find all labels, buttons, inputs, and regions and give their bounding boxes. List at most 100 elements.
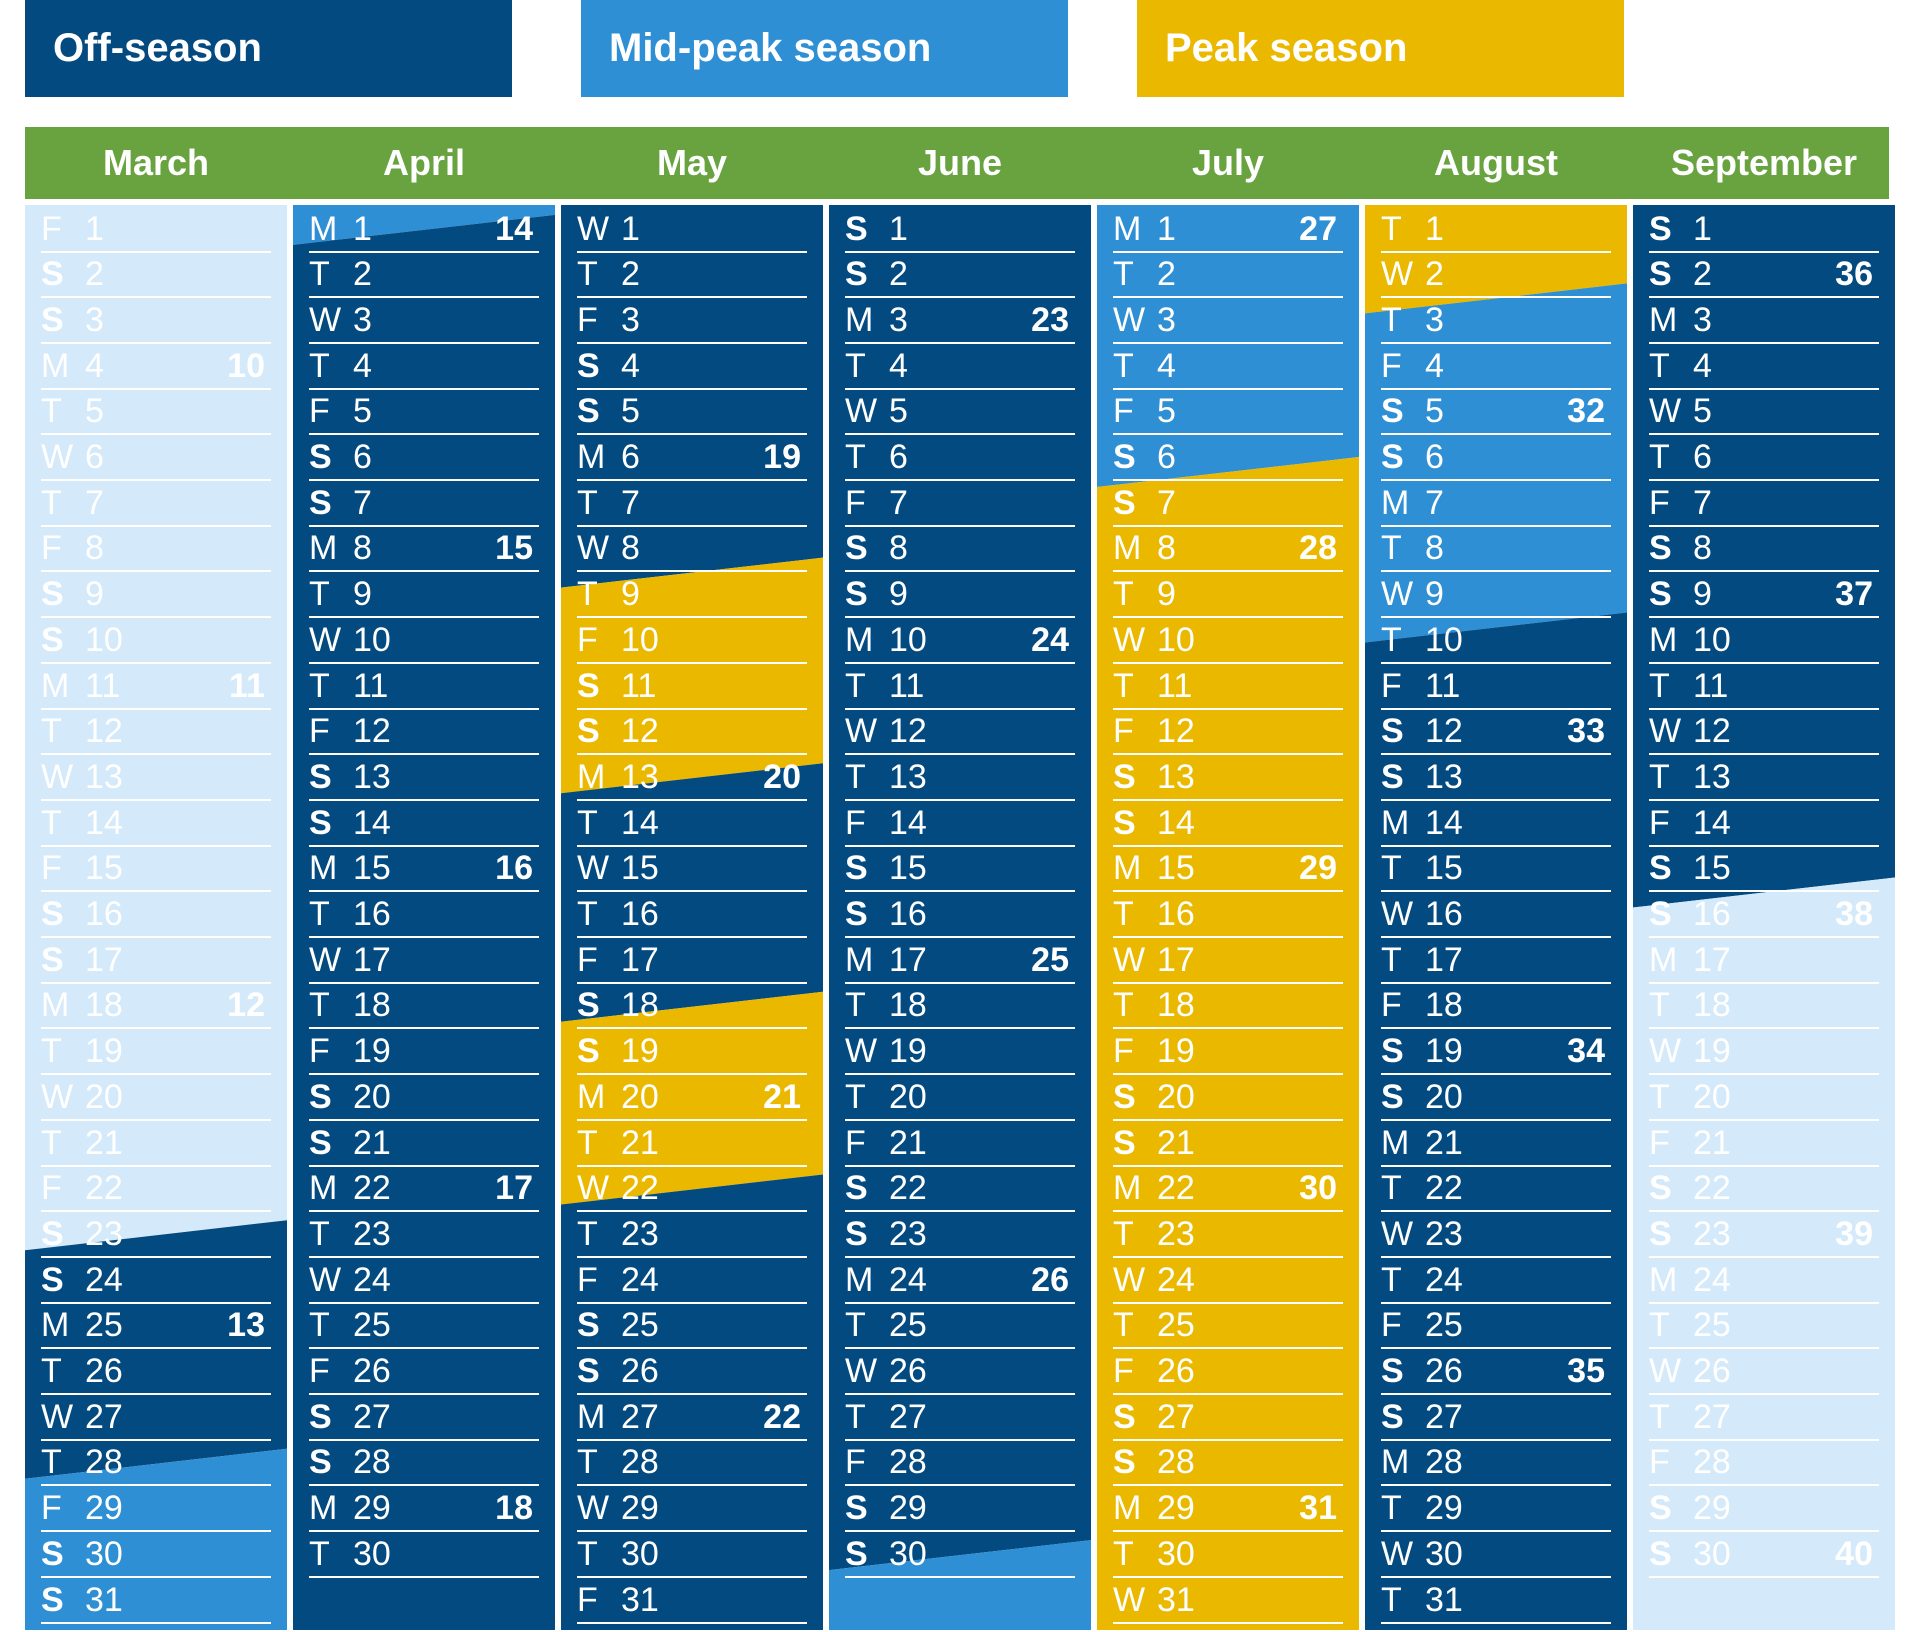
month-header-bar: March April May June July August September — [25, 127, 1889, 199]
day-row: F 12 — [1113, 710, 1343, 756]
day-number: 16 — [889, 895, 927, 933]
month-column-september: S 1 S 2 36 M 3 T 4 W 5 T 6 F 7 S 8 S 9 37 M 10 T 11 W 12 T 13 F 14 S 15… — [1633, 205, 1895, 1630]
season-band-off — [829, 205, 1091, 1571]
day-number: 13 — [353, 757, 391, 796]
day-number: 8 — [621, 529, 640, 568]
day-number: 17 — [889, 940, 927, 979]
day-number: 24 — [353, 1260, 391, 1299]
day-of-week: S — [1113, 757, 1136, 796]
month-name-august: August — [1434, 142, 1558, 183]
day-number: 4 — [85, 346, 104, 385]
day-number: 5 — [889, 392, 908, 431]
day-of-week: S — [309, 1077, 332, 1116]
day-row: T 10 — [1381, 618, 1611, 664]
day-number: 11 — [889, 666, 925, 705]
day-row: W 26 — [845, 1350, 1075, 1395]
day-number: 14 — [1157, 803, 1195, 842]
day-of-week: M — [845, 940, 874, 979]
day-of-week: T — [309, 346, 330, 385]
day-row: F 28 — [845, 1441, 1075, 1487]
day-number: 7 — [889, 483, 908, 522]
week-number: 24 — [1031, 620, 1069, 659]
day-number: 13 — [1425, 757, 1463, 796]
day-number: 7 — [1157, 483, 1176, 522]
day-row: S 22 — [1649, 1167, 1879, 1213]
day-row: M 1 27 — [1113, 207, 1343, 253]
day-of-week: W — [1113, 620, 1146, 659]
day-row: M 10 — [1649, 618, 1879, 664]
day-row: F 10 — [577, 618, 807, 664]
day-number: 29 — [889, 1489, 927, 1528]
day-row: M 10 24 — [845, 618, 1075, 664]
day-row: T 25 — [1649, 1304, 1879, 1350]
day-of-week: W — [1649, 392, 1682, 431]
day-number: 8 — [1157, 529, 1176, 568]
day-row: T 25 — [309, 1304, 539, 1350]
day-number: 12 — [1425, 712, 1463, 751]
week-number: 17 — [495, 1169, 533, 1208]
day-row: W 19 — [845, 1030, 1075, 1076]
day-of-week: F — [309, 1352, 330, 1390]
day-row: T 31 — [1381, 1578, 1611, 1624]
day-of-week: T — [577, 575, 598, 614]
day-row: S 17 — [41, 938, 271, 984]
day-number: 27 — [621, 1397, 659, 1436]
day-number: 12 — [889, 712, 927, 751]
day-of-week: S — [1649, 1534, 1672, 1573]
day-of-week: S — [1649, 1169, 1672, 1208]
day-of-week: M — [845, 620, 874, 659]
day-row: S 22 — [845, 1167, 1075, 1213]
day-number: 14 — [889, 803, 927, 842]
week-number: 15 — [495, 529, 533, 568]
day-number: 15 — [353, 849, 391, 888]
day-row: F 26 — [309, 1350, 539, 1395]
day-row: T 23 — [577, 1212, 807, 1258]
day-number: 27 — [1425, 1397, 1463, 1436]
day-of-week: T — [1381, 849, 1402, 888]
day-number: 12 — [353, 712, 391, 751]
day-number: 21 — [1157, 1123, 1195, 1162]
month-name-may: May — [656, 142, 728, 183]
month-name-september: September — [1670, 142, 1858, 183]
week-number: 32 — [1567, 392, 1605, 431]
day-number: 17 — [1693, 940, 1731, 979]
day-of-week: S — [1381, 1397, 1404, 1436]
day-number: 17 — [85, 940, 123, 979]
day-row: M 14 — [1381, 801, 1611, 847]
day-number: 26 — [889, 1352, 927, 1390]
day-row: T 30 — [309, 1532, 539, 1578]
day-of-week: M — [845, 300, 874, 339]
day-of-week: T — [41, 712, 62, 751]
week-number: 39 — [1835, 1214, 1873, 1253]
day-row: T 23 — [309, 1212, 539, 1258]
day-number: 12 — [85, 712, 123, 751]
day-of-week: F — [845, 483, 866, 522]
month-column-april: M 1 14 T 2 W 3 T 4 F 5 S 6 S 7 M 8 15 T 9 W 10 T 11 F 12 S 13 S 14 M 15… — [293, 205, 555, 1630]
day-row: S 30 — [41, 1532, 271, 1578]
day-number: 10 — [621, 620, 659, 659]
day-row: S 12 33 — [1381, 710, 1611, 756]
day-number: 21 — [889, 1123, 927, 1162]
day-row: T 24 — [1381, 1258, 1611, 1304]
day-of-week: T — [1113, 255, 1134, 294]
day-of-week: W — [1381, 1214, 1414, 1253]
day-row: S 15 — [845, 847, 1075, 893]
day-number: 9 — [85, 575, 104, 614]
day-row: S 21 — [309, 1121, 539, 1167]
day-number: 13 — [1157, 757, 1195, 796]
day-number: 25 — [1425, 1306, 1463, 1345]
day-of-week: T — [845, 1077, 866, 1116]
day-number: 20 — [1693, 1077, 1731, 1116]
day-row: M 18 12 — [41, 984, 271, 1030]
day-of-week: F — [309, 392, 330, 431]
day-row: M 17 25 — [845, 938, 1075, 984]
day-number: 2 — [1693, 255, 1712, 294]
week-number: 35 — [1567, 1352, 1605, 1390]
day-of-week: T — [1649, 666, 1670, 705]
day-of-week: T — [309, 1306, 330, 1345]
